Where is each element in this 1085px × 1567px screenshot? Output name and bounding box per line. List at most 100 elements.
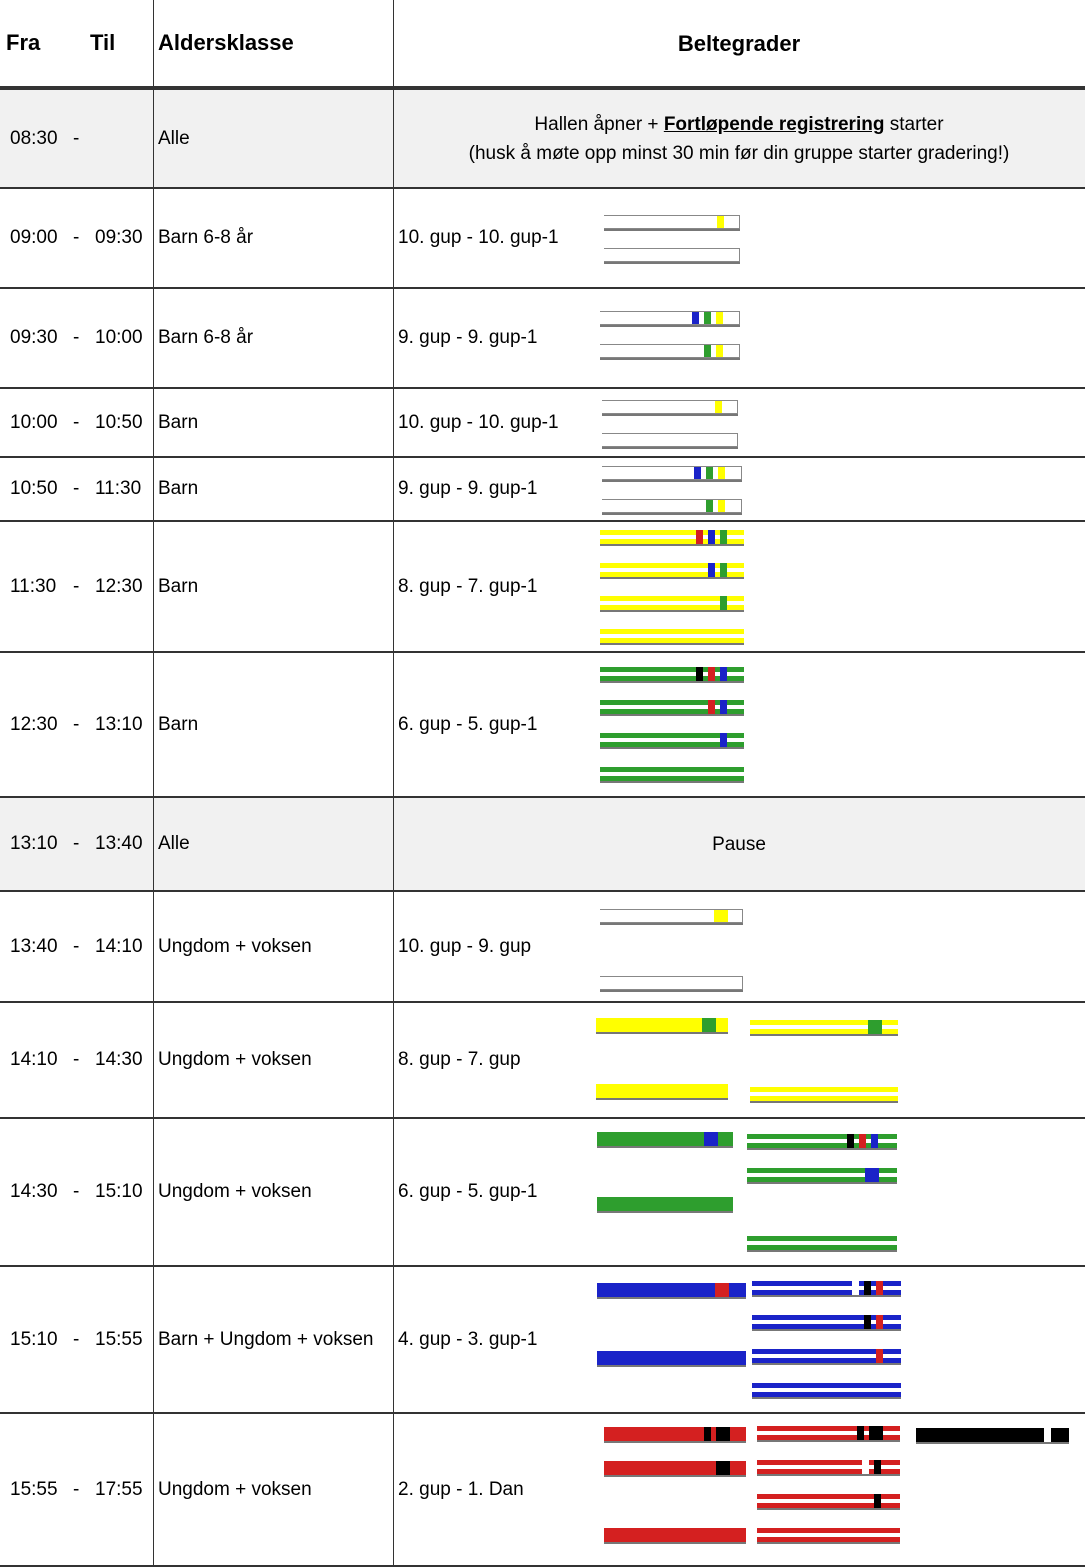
belt-stripe xyxy=(757,1499,900,1503)
belt-stripe xyxy=(600,568,744,572)
belt-icon xyxy=(747,1134,897,1148)
belt-stripe xyxy=(757,1465,900,1469)
schedule-row: 13:40-14:10 Ungdom + voksen 10. gup - 9. g… xyxy=(0,892,1085,1003)
belt-stripe xyxy=(600,601,744,605)
belt-icon xyxy=(916,1428,1069,1442)
time-to: 17:55 xyxy=(95,1478,143,1500)
age-class: Ungdom + voksen xyxy=(158,1478,312,1500)
belt-tip-stripe xyxy=(723,1461,730,1475)
belt-stripe xyxy=(747,1241,897,1245)
belt-icon xyxy=(752,1281,901,1295)
time-dash: - xyxy=(73,833,80,854)
time-dash: - xyxy=(73,1478,80,1500)
belt-tip-stripe xyxy=(716,1427,723,1441)
schedule-row: 15:55-17:55 Ungdom + voksen 2. gup - 1. Da… xyxy=(0,1414,1085,1567)
schedule-row: 14:30-15:10 Ungdom + voksen 6. gup - 5. gu… xyxy=(0,1119,1085,1267)
belt-icon xyxy=(596,1018,728,1032)
belt-tip-stripe xyxy=(717,216,724,228)
belt-icon xyxy=(600,629,744,643)
registration-link[interactable]: Fortløpende registrering xyxy=(663,113,885,135)
belt-icon xyxy=(602,400,738,414)
schedule-row: 11:30-12:30 Barn 8. gup - 7. gup-1 xyxy=(0,522,1085,653)
header-fra: Fra xyxy=(6,30,41,55)
belt-tip-stripe xyxy=(715,401,722,413)
belt-stripe xyxy=(750,1025,898,1029)
schedule-row: 08:30- Alle Hallen åpner + Fortløpende reg… xyxy=(0,88,1085,189)
belt-stripe xyxy=(752,1286,901,1290)
belt-tip-stripe xyxy=(716,345,723,357)
belt-grades: 8. gup - 7. gup xyxy=(398,1049,521,1070)
belt-tip-stripe xyxy=(708,563,715,577)
age-class: Alle xyxy=(158,833,190,854)
belt-tip-stripe xyxy=(715,1283,722,1297)
belt-tip-stripe xyxy=(718,500,725,512)
belt-icon xyxy=(600,344,740,358)
belt-tip-stripe xyxy=(874,1494,881,1508)
belt-icon xyxy=(596,1084,728,1098)
belt-tip-stripe xyxy=(720,700,727,714)
belt-grades: 6. gup - 5. gup-1 xyxy=(398,713,538,735)
belt-tip-stripe xyxy=(706,467,713,479)
schedule-row: 15:10-15:55 Barn + Ungdom + voksen 4. gup … xyxy=(0,1267,1085,1414)
belt-icon xyxy=(752,1349,901,1363)
time-dash: - xyxy=(73,127,80,149)
age-class: Barn + Ungdom + voksen xyxy=(158,1328,374,1350)
belt-grades: 6. gup - 5. gup-1 xyxy=(398,1181,538,1202)
belt-grades: 9. gup - 9. gup-1 xyxy=(398,478,538,499)
time-dash: - xyxy=(73,1181,80,1202)
time-to: 10:50 xyxy=(95,411,143,433)
belt-tip-stripe xyxy=(720,733,727,747)
header-beltegrader: Beltegrader xyxy=(677,30,801,56)
time-from: 10:00 xyxy=(10,411,58,433)
belt-stripe xyxy=(600,634,744,638)
belt-icon xyxy=(604,248,740,262)
belt-tip-stripe xyxy=(692,312,699,324)
belt-grades: 4. gup - 3. gup-1 xyxy=(398,1328,538,1350)
belt-icon xyxy=(602,433,738,447)
belt-icon xyxy=(600,667,744,681)
time-from: 15:10 xyxy=(10,1328,58,1350)
belt-tip-stripe xyxy=(868,1020,875,1034)
note-line-2: (husk å møte opp minst 30 min før din gr… xyxy=(468,142,1010,164)
time-dash: - xyxy=(73,575,80,597)
belt-icon xyxy=(600,700,744,714)
age-class: Barn 6-8 år xyxy=(158,327,254,348)
age-class: Barn xyxy=(158,411,199,433)
belt-tip-stripe xyxy=(704,1132,711,1146)
belt-tip-stripe xyxy=(716,312,723,324)
schedule-row: 14:10-14:30 Ungdom + voksen 8. gup - 7. gu… xyxy=(0,1003,1085,1119)
belt-icon xyxy=(757,1460,900,1474)
time-to: 09:30 xyxy=(95,227,143,248)
header-til: Til xyxy=(90,30,116,55)
age-class: Ungdom + voksen xyxy=(158,1049,312,1070)
belt-stripe xyxy=(600,772,744,776)
belt-tip-stripe xyxy=(694,467,701,479)
belt-tip-stripe xyxy=(876,1315,883,1329)
belt-icon xyxy=(600,563,744,577)
age-class: Ungdom + voksen xyxy=(158,1181,312,1202)
col-divider-age xyxy=(393,0,394,1567)
belt-tip-stripe xyxy=(720,563,727,577)
schedule-row: 10:50-11:30 Barn 9. gup - 9. gup-1 xyxy=(0,458,1085,522)
belt-stripe xyxy=(600,705,744,709)
schedule-row: 12:30-13:10 Barn 6. gup - 5. gup-1 xyxy=(0,653,1085,798)
belt-tip-stripe xyxy=(876,1426,883,1440)
belt-grades: 10. gup - 10. gup-1 xyxy=(398,411,559,433)
belt-icon xyxy=(752,1383,901,1397)
belt-icon xyxy=(757,1528,900,1542)
belt-tip-stripe xyxy=(876,1281,883,1295)
belt-icon xyxy=(750,1087,898,1101)
belt-icon xyxy=(604,215,740,229)
time-from: 13:40 xyxy=(10,935,58,957)
belt-stripe xyxy=(750,1092,898,1096)
time-to: 14:30 xyxy=(95,1049,143,1070)
belt-icon xyxy=(600,530,744,544)
time-from: 08:30 xyxy=(10,127,58,149)
belt-tip-stripe xyxy=(702,1018,709,1032)
belt-tip-stripe xyxy=(864,1315,871,1329)
belt-icon xyxy=(597,1283,746,1297)
time-from: 11:30 xyxy=(10,575,57,597)
belt-icon xyxy=(597,1197,733,1211)
belt-grades: 8. gup - 7. gup-1 xyxy=(398,575,538,597)
time-to: 11:30 xyxy=(95,478,142,499)
